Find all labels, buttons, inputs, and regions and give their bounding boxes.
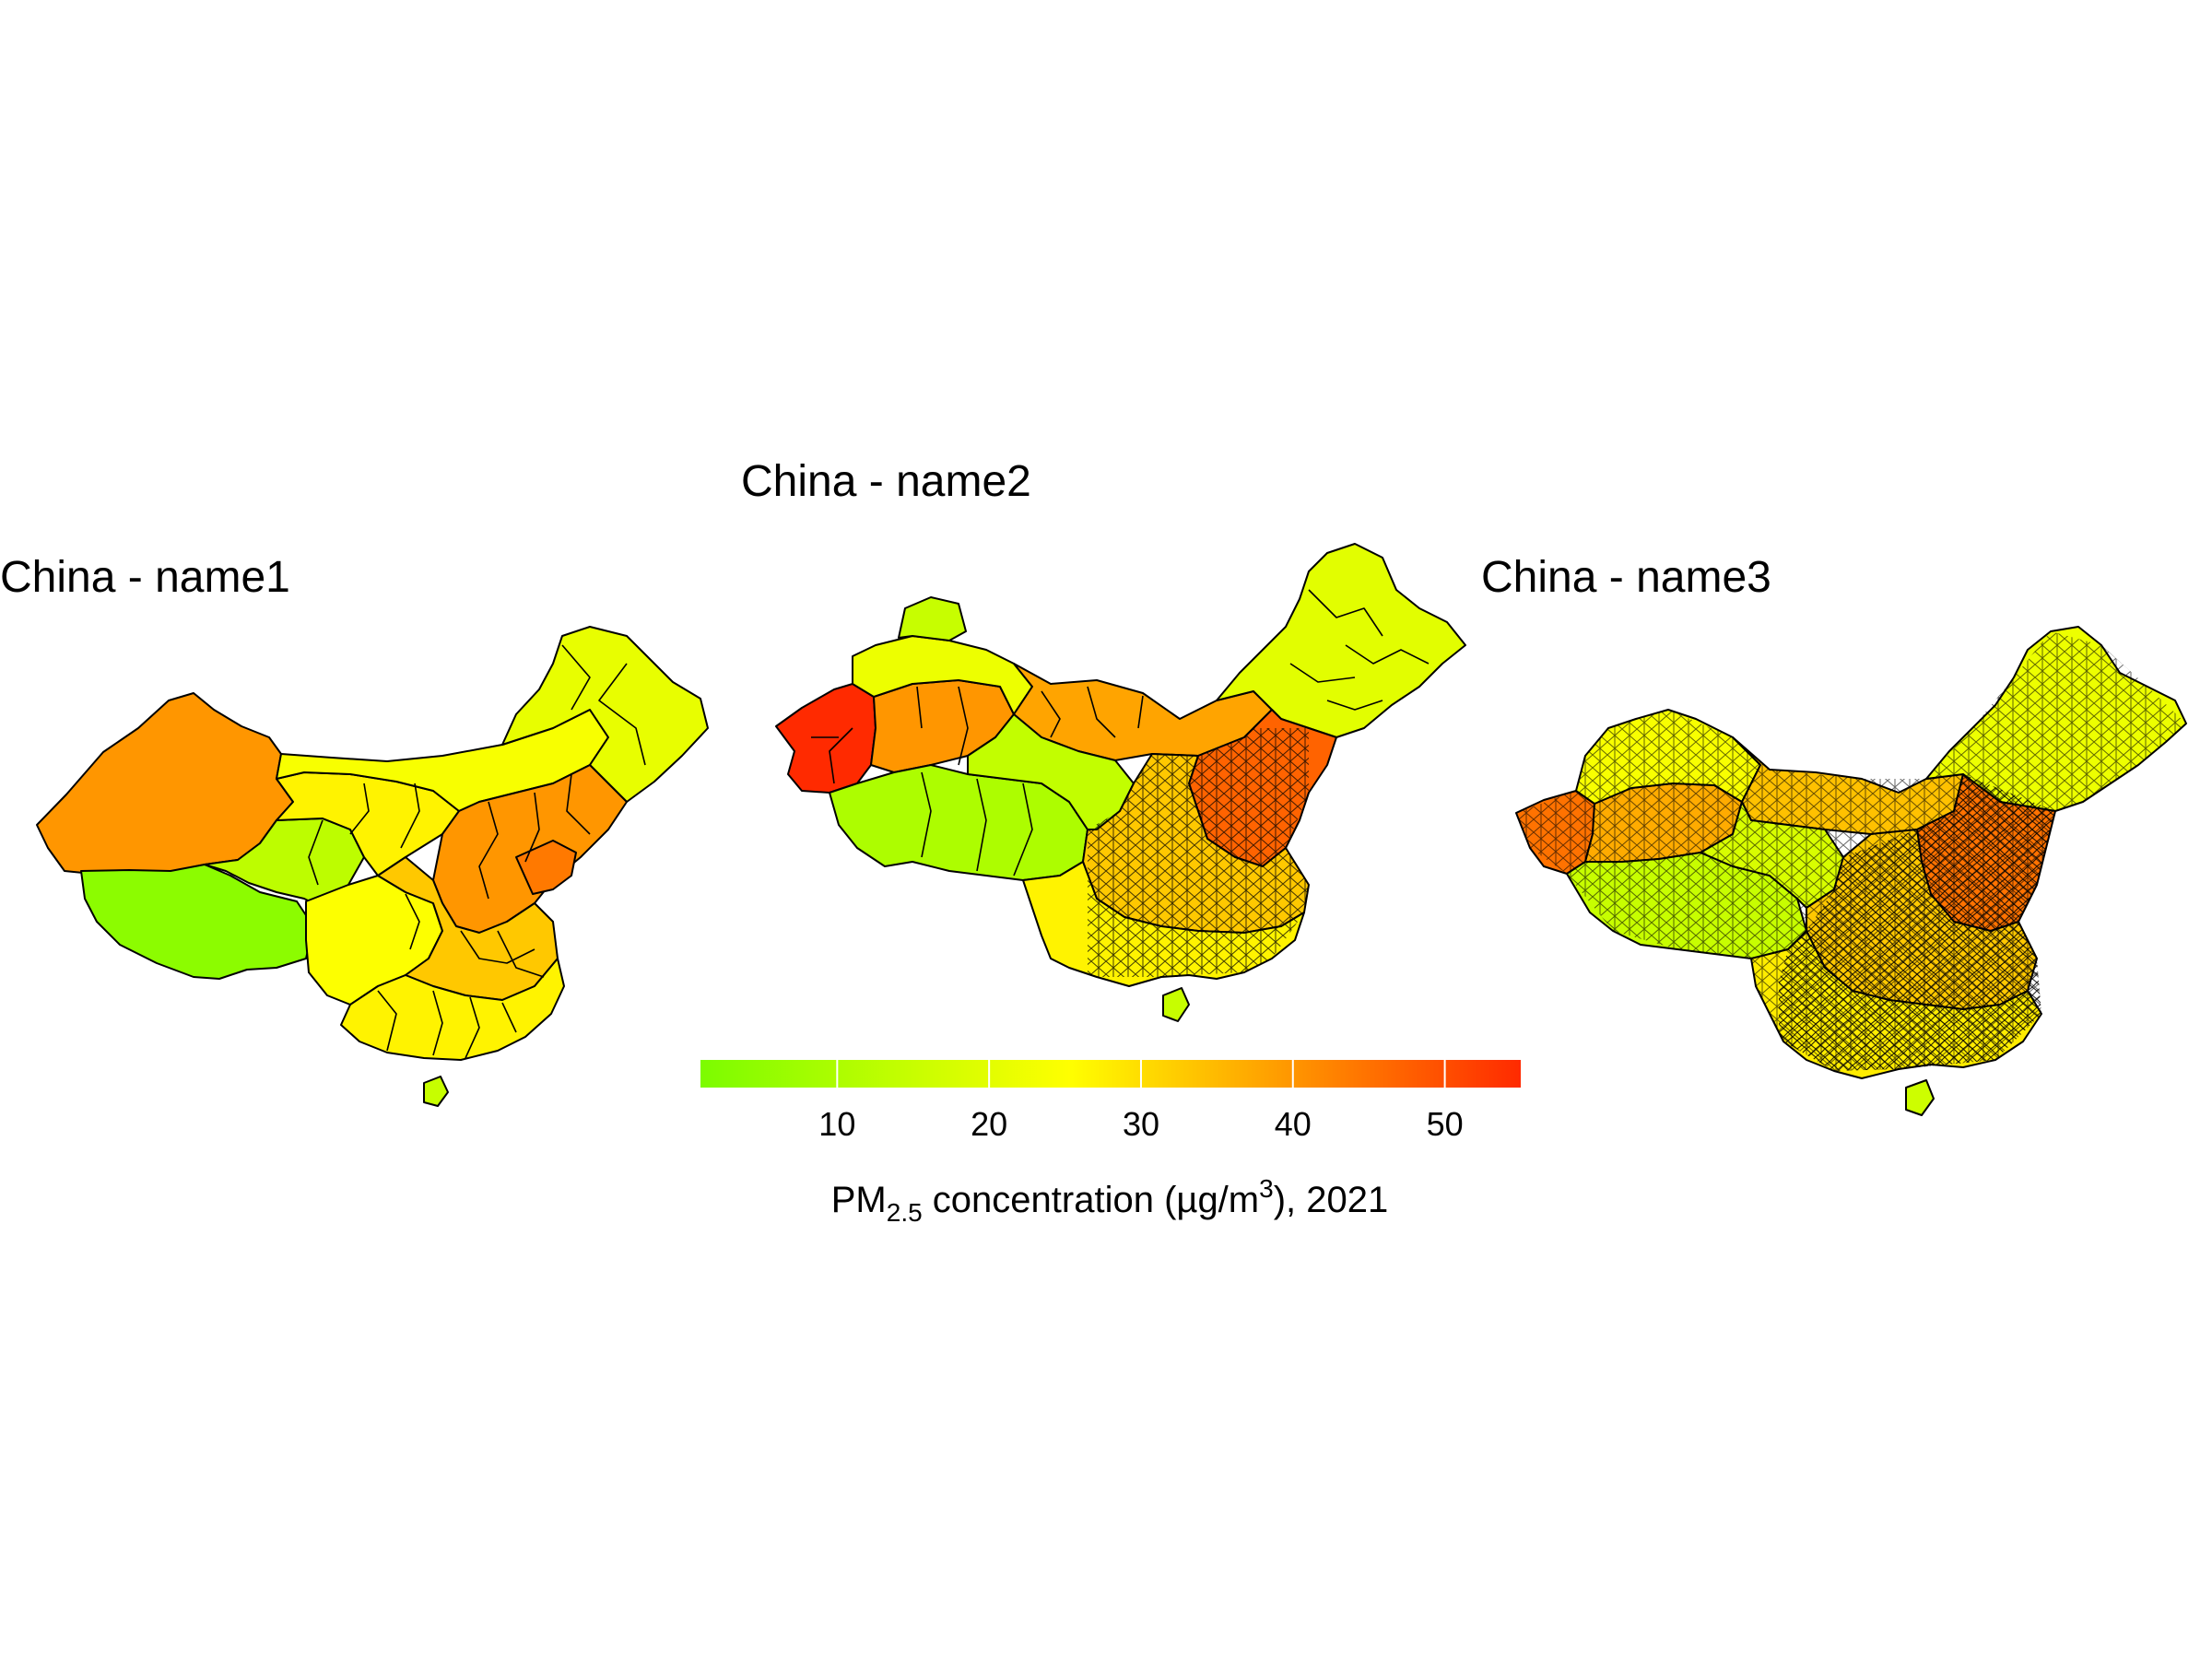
choropleth-map-name1 bbox=[36, 626, 709, 1107]
legend-tick-label: 30 bbox=[1123, 1105, 1159, 1143]
color-legend: 10 20 30 40 50 PM2.5 concentration (µg/m3), … bbox=[700, 1060, 1521, 1227]
legend-title: PM2.5 concentration (µg/m3), 2021 bbox=[831, 1174, 1388, 1227]
region-tibet bbox=[80, 864, 314, 980]
legend-tick-label: 50 bbox=[1427, 1105, 1464, 1143]
choropleth-map-name2 bbox=[775, 543, 1466, 1022]
legend-ticks: 10 20 30 40 50 bbox=[818, 1060, 1464, 1143]
region-altay bbox=[898, 596, 967, 641]
legend-tick-label: 40 bbox=[1275, 1105, 1312, 1143]
region-south bbox=[340, 958, 565, 1061]
legend-title-superscript: 3 bbox=[1259, 1174, 1274, 1203]
map-title-name2: China - name2 bbox=[741, 457, 1031, 506]
region-northeast bbox=[501, 626, 709, 803]
region-hainan bbox=[1905, 1079, 1935, 1116]
legend-tick-label: 10 bbox=[818, 1105, 855, 1143]
region-hainan bbox=[423, 1076, 449, 1107]
map-title-name3: China - name3 bbox=[1481, 553, 1771, 602]
legend-title-subscript: 2.5 bbox=[887, 1198, 923, 1227]
legend-tick-label: 20 bbox=[971, 1105, 1007, 1143]
color-bar bbox=[700, 1060, 1521, 1088]
region-qinghai bbox=[204, 818, 365, 909]
region-kashgar bbox=[775, 683, 877, 794]
region-hainan bbox=[1162, 987, 1190, 1022]
region-shandong bbox=[515, 840, 577, 895]
choropleth-map-name3 bbox=[1515, 626, 2187, 1116]
map-title-name1: China - name1 bbox=[0, 553, 290, 602]
